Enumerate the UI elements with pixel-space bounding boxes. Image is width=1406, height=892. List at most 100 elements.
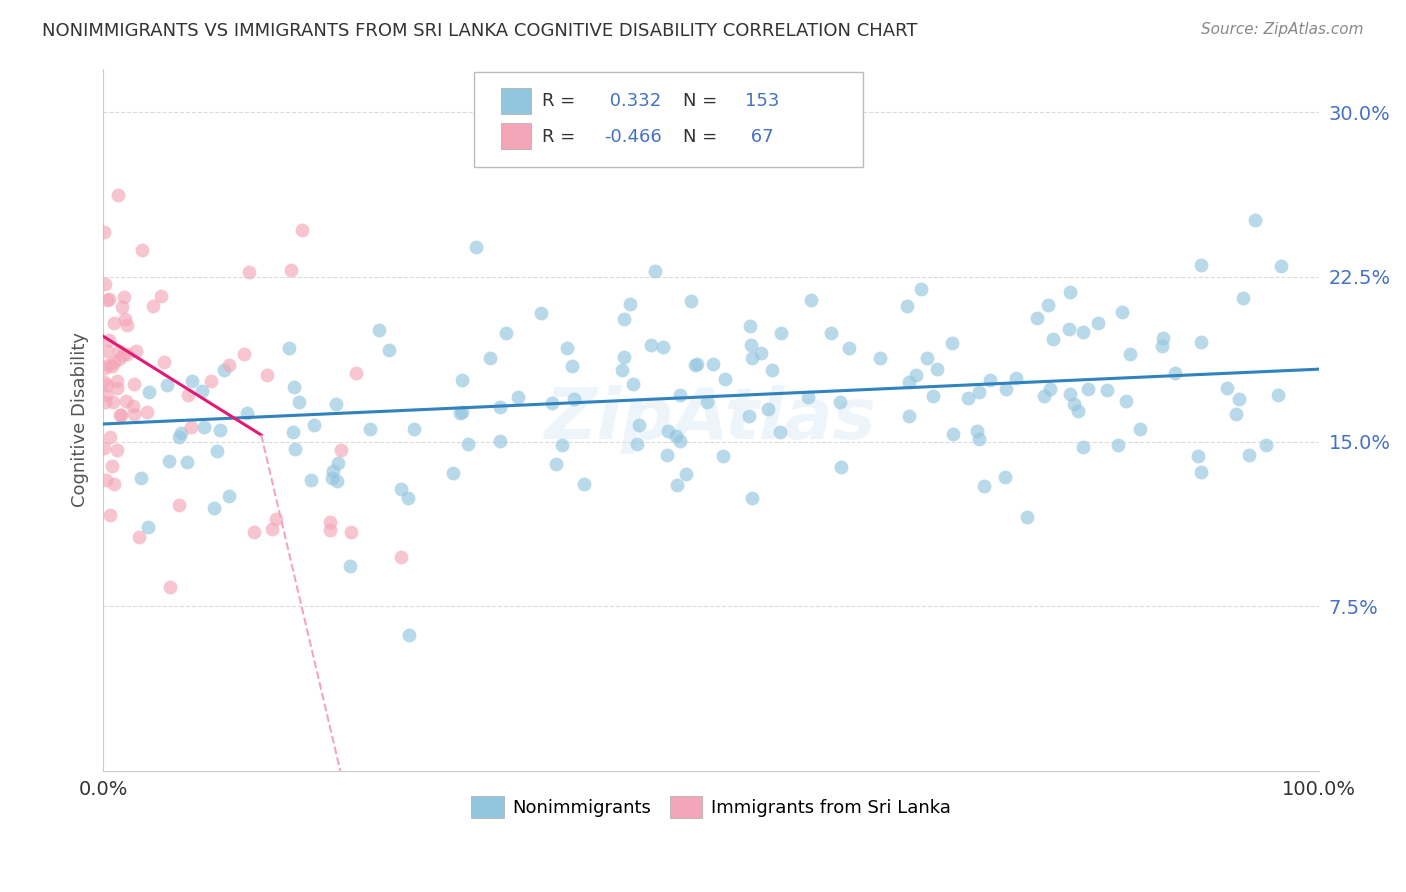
Point <box>142 299 165 313</box>
Point <box>180 420 202 434</box>
Point <box>657 424 679 438</box>
Point <box>679 293 702 308</box>
Point <box>994 470 1017 484</box>
Point <box>1152 331 1174 345</box>
Point <box>561 359 583 373</box>
Point <box>683 358 706 372</box>
Point <box>156 377 179 392</box>
Point <box>800 293 823 307</box>
Point <box>157 454 180 468</box>
Point <box>404 422 426 436</box>
Point <box>329 443 352 458</box>
Point <box>1039 382 1062 396</box>
Point <box>1033 389 1056 403</box>
Point <box>107 187 129 202</box>
Point <box>562 392 585 406</box>
Point <box>540 395 562 409</box>
Point <box>105 443 128 458</box>
Point <box>828 394 851 409</box>
Point <box>761 363 783 377</box>
Point <box>1059 285 1081 300</box>
Point <box>1087 316 1109 330</box>
Text: R =: R = <box>543 92 575 110</box>
Point <box>627 417 650 432</box>
Point <box>1059 322 1081 336</box>
Point <box>264 512 287 526</box>
Point <box>284 442 307 456</box>
Point <box>546 457 568 471</box>
Point <box>1215 381 1237 395</box>
Point <box>180 374 202 388</box>
Point <box>751 346 773 360</box>
Point <box>326 474 349 488</box>
Point <box>96 343 118 358</box>
Point <box>675 467 697 482</box>
Point <box>256 368 278 382</box>
Point <box>1119 347 1142 361</box>
Point <box>1115 394 1137 409</box>
Point <box>551 438 574 452</box>
Text: NONIMMIGRANTS VS IMMIGRANTS FROM SRI LANKA COGNITIVE DISABILITY CORRELATION CHAR: NONIMMIGRANTS VS IMMIGRANTS FROM SRI LAN… <box>42 22 918 40</box>
Point <box>451 405 474 419</box>
Point <box>797 391 820 405</box>
Point <box>321 470 343 484</box>
Point <box>193 419 215 434</box>
Point <box>1071 440 1094 454</box>
Point <box>621 377 644 392</box>
Point <box>942 426 965 441</box>
Text: ZipAtlas: ZipAtlas <box>546 385 877 454</box>
Point <box>202 500 225 515</box>
Text: N =: N = <box>683 128 717 145</box>
Point <box>1067 404 1090 418</box>
Point <box>112 289 135 303</box>
Point <box>741 351 763 365</box>
Point <box>97 293 120 307</box>
Point <box>233 347 256 361</box>
Point <box>644 263 666 277</box>
Point <box>94 395 117 409</box>
Point <box>115 393 138 408</box>
Point <box>125 343 148 358</box>
Point <box>530 306 553 320</box>
Point <box>994 383 1017 397</box>
Text: R =: R = <box>543 128 575 145</box>
Point <box>283 379 305 393</box>
Point <box>713 372 735 386</box>
Point <box>1164 366 1187 380</box>
Point <box>702 357 724 371</box>
Point <box>574 476 596 491</box>
Point <box>1025 311 1047 326</box>
Point <box>94 473 117 487</box>
Point <box>94 277 117 292</box>
Point <box>159 580 181 594</box>
Point <box>325 397 347 411</box>
Point <box>1059 387 1081 401</box>
Point <box>657 448 679 462</box>
Point <box>108 344 131 359</box>
Point <box>651 340 673 354</box>
Point <box>479 351 502 366</box>
Point <box>666 477 689 491</box>
Point <box>111 300 134 314</box>
Point <box>110 408 132 422</box>
Point <box>124 377 146 392</box>
Point <box>98 508 121 522</box>
Point <box>212 362 235 376</box>
Point <box>979 373 1001 387</box>
Point <box>1187 449 1209 463</box>
Point <box>96 293 118 308</box>
Point <box>896 299 918 313</box>
Y-axis label: Cognitive Disability: Cognitive Disability <box>72 332 89 508</box>
Point <box>170 425 193 440</box>
Point <box>205 443 228 458</box>
Point <box>450 374 472 388</box>
Point <box>626 437 648 451</box>
Point <box>115 318 138 332</box>
Point <box>664 429 686 443</box>
Point <box>1227 392 1250 406</box>
Point <box>278 342 301 356</box>
Point <box>1036 298 1059 312</box>
Point <box>441 466 464 480</box>
Point <box>1071 326 1094 340</box>
Point <box>260 523 283 537</box>
